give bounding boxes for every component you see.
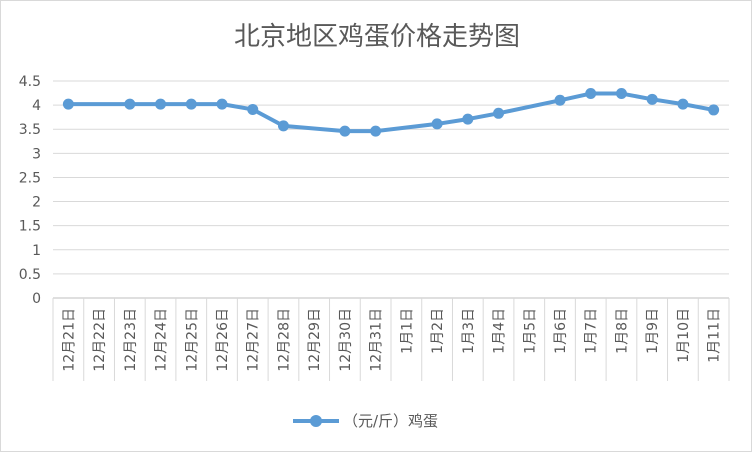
data-point[interactable]	[585, 88, 597, 100]
y-tick-label: 3.5	[19, 122, 41, 138]
x-tick-label: 1月3日	[461, 308, 477, 354]
legend-label: （元/斤）鸡蛋	[343, 412, 438, 430]
x-tick-label: 1月10日	[676, 308, 692, 363]
y-tick-label: 4	[32, 98, 41, 114]
data-point[interactable]	[370, 125, 382, 137]
x-tick-label: 1月11日	[707, 308, 723, 363]
y-axis-ticks: 0 0.5 1 1.5 2 2.5 3 3.5 4 4.5	[19, 74, 41, 307]
data-point[interactable]	[431, 118, 443, 130]
x-tick-label: 1月1日	[399, 308, 415, 354]
y-tick-label: 0	[32, 291, 41, 307]
data-point[interactable]	[185, 98, 197, 110]
x-tick-label: 1月9日	[645, 308, 661, 354]
data-point[interactable]	[708, 104, 720, 116]
chart-title: 北京地区鸡蛋价格走势图	[234, 22, 520, 52]
x-tick-label: 12月25日	[184, 308, 200, 372]
y-tick-label: 1.5	[19, 219, 41, 235]
y-tick-label: 0.5	[19, 267, 41, 283]
x-axis-ticks: 12月21日 12月22日 12月23日 12月24日 12月25日 12月26日 12月2…	[52, 298, 730, 381]
data-point[interactable]	[554, 94, 566, 106]
x-tick-label: 12月27日	[246, 308, 262, 372]
x-tick-label: 1月4日	[492, 308, 508, 354]
grid-lines	[53, 80, 729, 299]
x-tick-label: 12月22日	[92, 308, 108, 372]
data-point[interactable]	[247, 103, 259, 115]
data-point[interactable]	[339, 125, 351, 137]
x-tick-label: 12月31日	[369, 308, 385, 372]
data-point[interactable]	[155, 98, 167, 110]
x-tick-label: 1月5日	[522, 308, 538, 354]
series-layer	[62, 88, 720, 137]
x-tick-label: 12月28日	[276, 308, 292, 372]
x-tick-label: 12月24日	[154, 308, 170, 372]
data-point[interactable]	[462, 113, 474, 125]
x-tick-label: 12月29日	[307, 308, 323, 372]
series-line	[66, 91, 716, 134]
data-point[interactable]	[277, 120, 289, 132]
data-point[interactable]	[615, 88, 627, 100]
x-tick-label: 12月21日	[61, 308, 77, 372]
y-tick-label: 2.5	[19, 170, 41, 186]
data-point[interactable]	[62, 98, 74, 110]
y-tick-label: 2	[32, 195, 41, 211]
x-tick-label: 1月7日	[584, 308, 600, 354]
x-tick-label: 12月30日	[338, 308, 354, 372]
x-tick-label: 1月8日	[614, 308, 630, 354]
legend[interactable]: （元/斤）鸡蛋	[293, 412, 438, 430]
data-point[interactable]	[493, 107, 505, 119]
data-point[interactable]	[677, 98, 689, 110]
x-tick-label: 1月2日	[430, 308, 446, 354]
data-point[interactable]	[646, 93, 658, 105]
y-tick-label: 1	[32, 243, 41, 259]
data-point[interactable]	[216, 98, 228, 110]
x-tick-label: 12月26日	[215, 308, 231, 372]
x-tick-label: 12月23日	[123, 308, 139, 372]
y-tick-label: 3	[32, 146, 41, 162]
data-point[interactable]	[124, 98, 136, 110]
x-tick-label: 1月6日	[553, 308, 569, 354]
legend-marker-swatch	[310, 415, 322, 427]
y-tick-label: 4.5	[19, 74, 41, 90]
